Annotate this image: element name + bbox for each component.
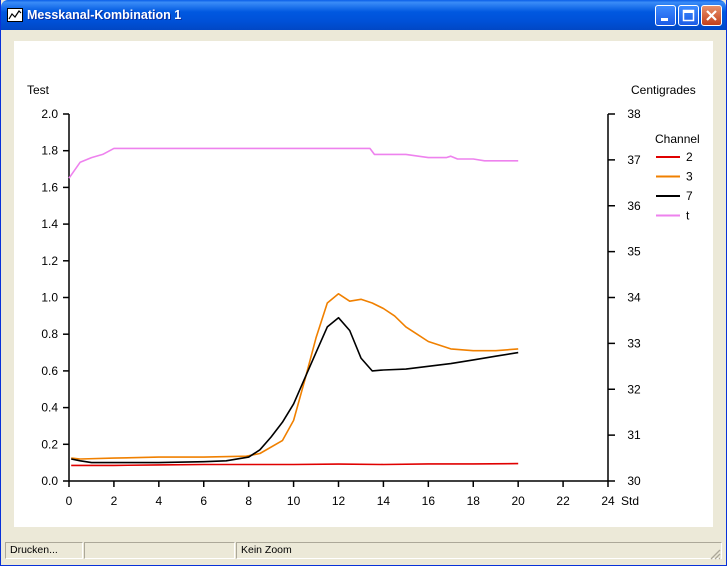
x-tick-label: 20 — [511, 494, 525, 508]
client-area: Test Centigrades Std Channel 0 2 4 6 8 10 12 14… — [5, 30, 722, 539]
minimize-icon — [661, 18, 668, 21]
x-tick-label: 14 — [377, 494, 391, 508]
left-tick-label: 1.4 — [41, 217, 58, 231]
right-tick-label: 33 — [627, 336, 641, 350]
legend-label-7: 7 — [686, 189, 693, 203]
right-tick-label: 30 — [627, 474, 641, 488]
right-tick-label: 38 — [627, 107, 641, 121]
series-line-3 — [71, 293, 519, 460]
right-axis-title: Centigrades — [631, 83, 696, 97]
x-tick-label: 8 — [245, 494, 252, 508]
x-tick-label: 16 — [422, 494, 436, 508]
status-bar: Drucken... Kein Zoom — [5, 541, 722, 561]
right-tick-label: 32 — [627, 382, 641, 396]
right-tick-label: 31 — [627, 428, 641, 442]
legend-label-2: 2 — [686, 150, 693, 164]
chart-panel[interactable]: Test Centigrades Std Channel 0 2 4 6 8 10 12 14… — [14, 41, 713, 527]
right-tick-label: 34 — [627, 291, 641, 305]
status-cell-zoom: Kein Zoom — [236, 542, 722, 559]
status-cell-print: Drucken... — [5, 542, 83, 559]
left-tick-label: 2.0 — [41, 107, 58, 121]
x-tick-label: 22 — [556, 494, 570, 508]
title-bar[interactable]: Messkanal-Kombination 1 — [1, 0, 726, 30]
maximize-icon — [682, 9, 695, 22]
right-tick-label: 37 — [627, 153, 641, 167]
left-axis-title: Test — [27, 83, 50, 97]
series-line-2 — [71, 462, 519, 467]
x-tick-label: 6 — [200, 494, 207, 508]
x-tick-label: 24 — [601, 494, 615, 508]
x-tick-label: 12 — [332, 494, 346, 508]
left-tick-label: 0.4 — [41, 401, 58, 415]
close-icon — [706, 10, 717, 21]
left-tick-label: 0.2 — [41, 437, 58, 451]
x-tick-label: 18 — [467, 494, 481, 508]
chart-window-icon — [7, 8, 23, 22]
x-tick-label: 4 — [155, 494, 162, 508]
legend-label-t: t — [686, 209, 690, 223]
legend-title: Channel — [655, 132, 700, 146]
left-tick-label: 1.0 — [41, 291, 58, 305]
x-tick-label: 10 — [287, 494, 301, 508]
series-line-7 — [71, 316, 519, 464]
line-chart: Test Centigrades Std Channel 0 2 4 6 8 10 12 14… — [27, 83, 700, 508]
resize-grip-icon[interactable] — [709, 548, 721, 560]
x-tick-label: 0 — [66, 494, 73, 508]
status-cell-empty — [84, 542, 235, 559]
right-tick-label: 35 — [627, 245, 641, 259]
right-tick-label: 36 — [627, 199, 641, 213]
left-tick-label: 1.2 — [41, 254, 58, 268]
series-line-t — [68, 147, 519, 179]
left-tick-label: 1.8 — [41, 144, 58, 158]
x-axis-title: Std — [621, 494, 639, 508]
left-tick-label: 0.8 — [41, 327, 58, 341]
legend-label-3: 3 — [686, 170, 693, 184]
maximize-button[interactable] — [678, 5, 699, 26]
left-tick-label: 0.0 — [41, 474, 58, 488]
window-title: Messkanal-Kombination 1 — [27, 8, 182, 22]
x-tick-label: 2 — [111, 494, 118, 508]
close-button[interactable] — [701, 5, 722, 26]
left-tick-label: 0.6 — [41, 364, 58, 378]
left-tick-label: 1.6 — [41, 180, 58, 194]
minimize-button[interactable] — [655, 5, 676, 26]
